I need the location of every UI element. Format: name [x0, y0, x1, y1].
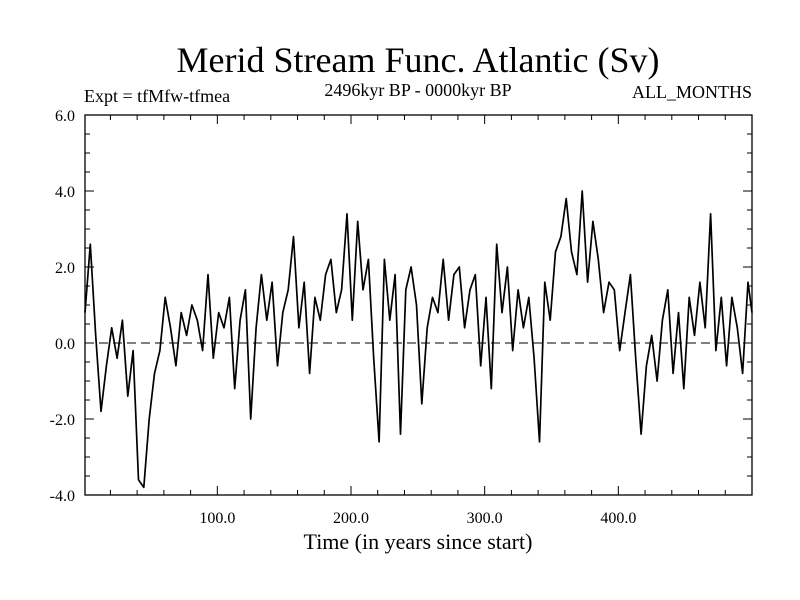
experiment-label: Expt = tfMfw-tfmea — [84, 86, 230, 106]
x-axis-label: Time (in years since start) — [304, 529, 533, 554]
chart-title: Merid Stream Func. Atlantic (Sv) — [177, 40, 660, 80]
series-line — [84, 190, 753, 489]
time-range-label: 2496kyr BP - 0000kyr BP — [324, 80, 511, 100]
y-tick-label: 0.0 — [55, 336, 75, 353]
y-tick-label: 6.0 — [55, 108, 75, 125]
y-tick-label: -2.0 — [50, 412, 75, 429]
x-tick-label: 300.0 — [467, 510, 503, 527]
plot-area: 100.0 200.0 300.0 400.0 -4.0 -2.0 0.0 2.0 4.0 6.0 — [50, 108, 753, 527]
months-label: ALL_MONTHS — [632, 82, 752, 102]
x-tick-label: 200.0 — [333, 510, 369, 527]
y-tick-label: 4.0 — [55, 184, 75, 201]
x-tick-label: 100.0 — [199, 510, 235, 527]
y-tick-label: -4.0 — [50, 488, 75, 505]
plot-frame — [84, 114, 753, 496]
y-tick-label: 2.0 — [55, 260, 75, 277]
x-tick-label: 400.0 — [600, 510, 636, 527]
